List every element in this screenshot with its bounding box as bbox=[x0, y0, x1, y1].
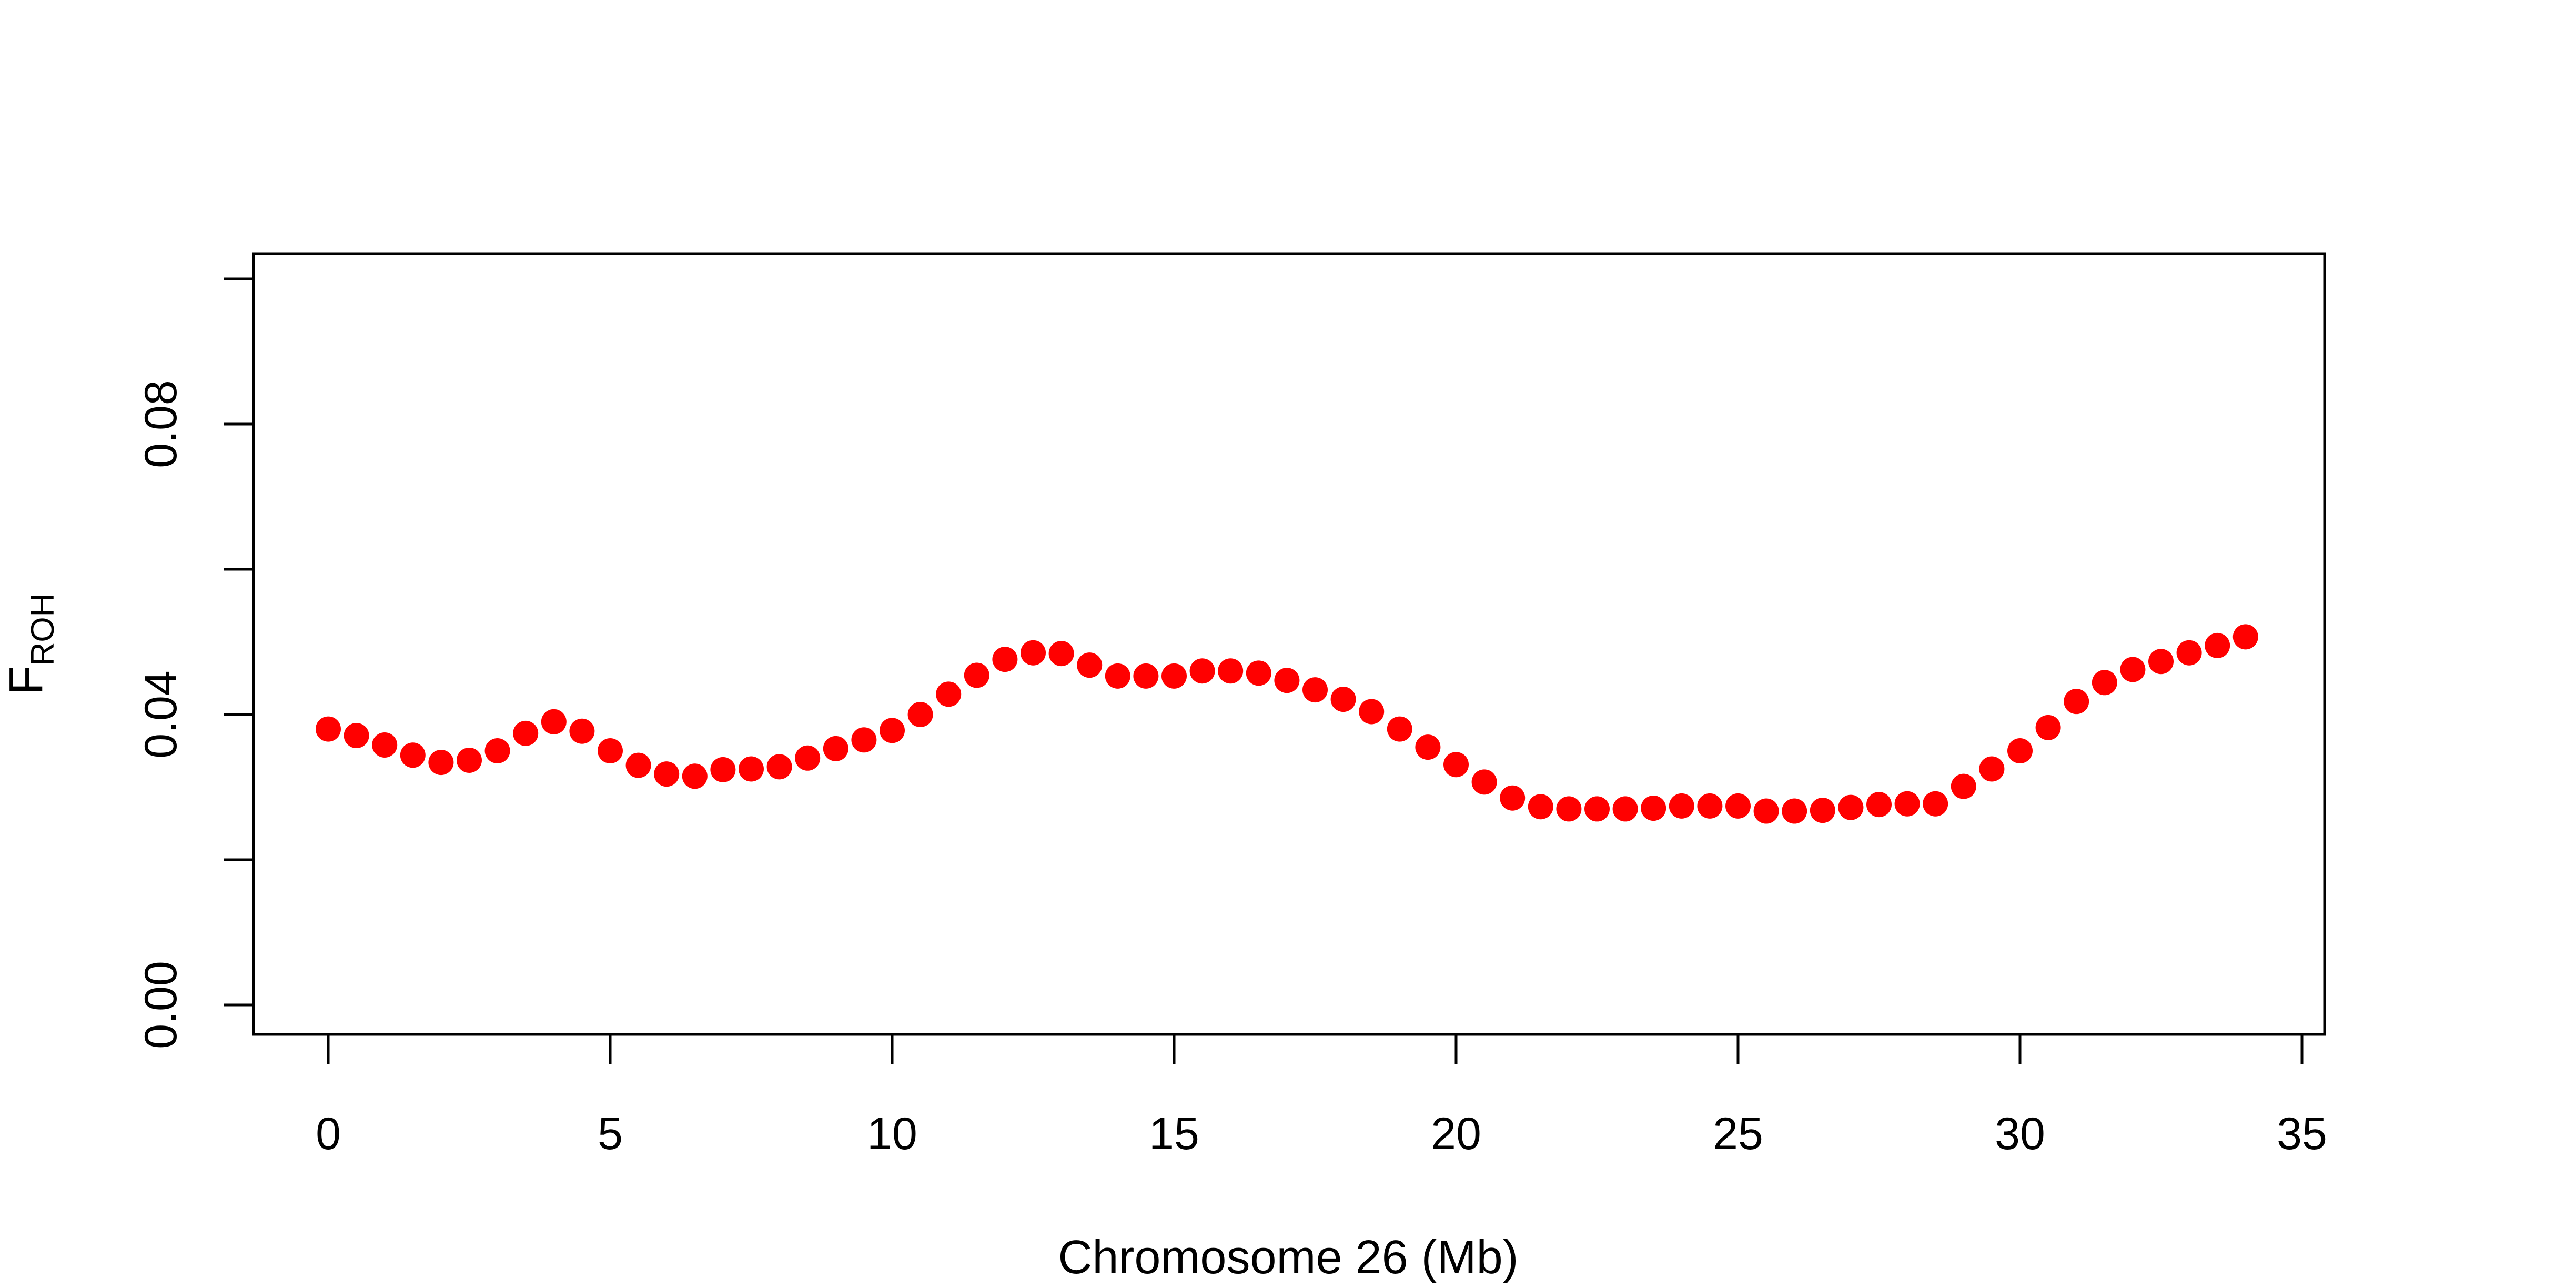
data-point bbox=[1161, 663, 1187, 689]
data-point bbox=[2092, 670, 2117, 696]
data-point bbox=[569, 718, 595, 744]
data-point bbox=[1838, 794, 1864, 820]
data-point bbox=[851, 727, 877, 753]
data-point bbox=[428, 750, 454, 776]
data-point bbox=[1810, 798, 1835, 823]
y-axis-title: FROH bbox=[0, 593, 61, 695]
data-point bbox=[2205, 632, 2230, 658]
y-tick-label: 0.04 bbox=[136, 670, 186, 758]
data-point bbox=[2035, 715, 2061, 740]
x-tick-label: 20 bbox=[1431, 1109, 1481, 1159]
data-point bbox=[2176, 640, 2202, 666]
data-points bbox=[316, 624, 2258, 824]
data-point bbox=[1951, 773, 1976, 799]
data-point bbox=[936, 681, 962, 707]
data-point bbox=[2007, 738, 2033, 763]
data-point bbox=[1725, 793, 1751, 819]
data-point bbox=[372, 732, 398, 758]
data-point bbox=[1641, 796, 1666, 821]
plot-frame bbox=[252, 252, 2326, 1036]
data-point bbox=[344, 723, 369, 749]
data-point bbox=[1923, 791, 1948, 817]
x-tick-label: 0 bbox=[316, 1109, 341, 1159]
data-point bbox=[1105, 663, 1130, 689]
data-point bbox=[880, 718, 905, 743]
x-tick-label: 5 bbox=[598, 1109, 623, 1159]
data-point bbox=[1979, 756, 2005, 782]
data-point bbox=[1021, 640, 1046, 666]
data-point bbox=[1753, 798, 1779, 824]
data-point bbox=[1471, 769, 1497, 795]
data-point bbox=[1415, 734, 1441, 760]
data-point bbox=[2064, 689, 2089, 715]
data-point bbox=[400, 742, 426, 768]
data-point bbox=[1189, 658, 1215, 684]
data-point bbox=[992, 647, 1018, 672]
data-point bbox=[710, 757, 736, 782]
data-point bbox=[964, 662, 989, 688]
data-point bbox=[1782, 798, 1807, 824]
y-axis: 0.00 0.04 0.08 bbox=[136, 277, 255, 1049]
data-point bbox=[1528, 794, 1553, 820]
data-point bbox=[484, 738, 510, 763]
data-point bbox=[541, 709, 567, 734]
data-point bbox=[1500, 785, 1526, 811]
data-point bbox=[739, 756, 764, 782]
data-point bbox=[625, 752, 651, 778]
data-point bbox=[1556, 796, 1582, 822]
data-point bbox=[2232, 624, 2258, 650]
data-point bbox=[1218, 658, 1244, 684]
data-point bbox=[457, 747, 482, 773]
x-axis: 0 5 10 15 20 25 30 35 bbox=[316, 1033, 2327, 1159]
y-tick-label: 0.08 bbox=[136, 380, 186, 468]
data-point bbox=[1584, 796, 1610, 822]
y-axis-title-main: F bbox=[0, 666, 53, 695]
x-tick-label: 30 bbox=[1995, 1109, 2045, 1159]
data-point bbox=[598, 738, 623, 763]
data-point bbox=[766, 754, 792, 780]
data-point bbox=[1274, 668, 1300, 693]
data-point bbox=[1697, 793, 1723, 819]
data-point bbox=[1387, 716, 1412, 742]
data-point bbox=[795, 745, 821, 771]
x-axis-title: Chromosome 26 (Mb) bbox=[1058, 1231, 1518, 1284]
data-point bbox=[907, 702, 933, 727]
data-point bbox=[1330, 687, 1356, 712]
data-point bbox=[1894, 791, 1920, 817]
data-point bbox=[1048, 641, 1074, 667]
data-point bbox=[1133, 663, 1159, 689]
x-tick-label: 25 bbox=[1713, 1109, 1763, 1159]
data-point bbox=[316, 716, 341, 742]
y-tick-label: 0.00 bbox=[136, 961, 186, 1049]
data-point bbox=[513, 720, 539, 746]
data-point bbox=[1612, 796, 1638, 822]
data-point bbox=[1077, 652, 1103, 678]
x-tick-label: 15 bbox=[1149, 1109, 1199, 1159]
data-point bbox=[1443, 752, 1469, 778]
x-tick-label: 35 bbox=[2277, 1109, 2327, 1159]
data-point bbox=[1669, 793, 1694, 819]
data-point bbox=[823, 736, 848, 761]
data-point bbox=[2120, 657, 2146, 682]
data-point bbox=[2148, 649, 2174, 675]
data-point bbox=[682, 763, 708, 789]
data-point bbox=[654, 761, 680, 787]
data-point bbox=[1359, 699, 1385, 724]
data-point bbox=[1866, 792, 1892, 818]
y-axis-title-sub: ROH bbox=[25, 593, 61, 666]
data-point bbox=[1302, 677, 1328, 703]
data-point bbox=[1246, 660, 1271, 686]
x-tick-label: 10 bbox=[867, 1109, 917, 1159]
